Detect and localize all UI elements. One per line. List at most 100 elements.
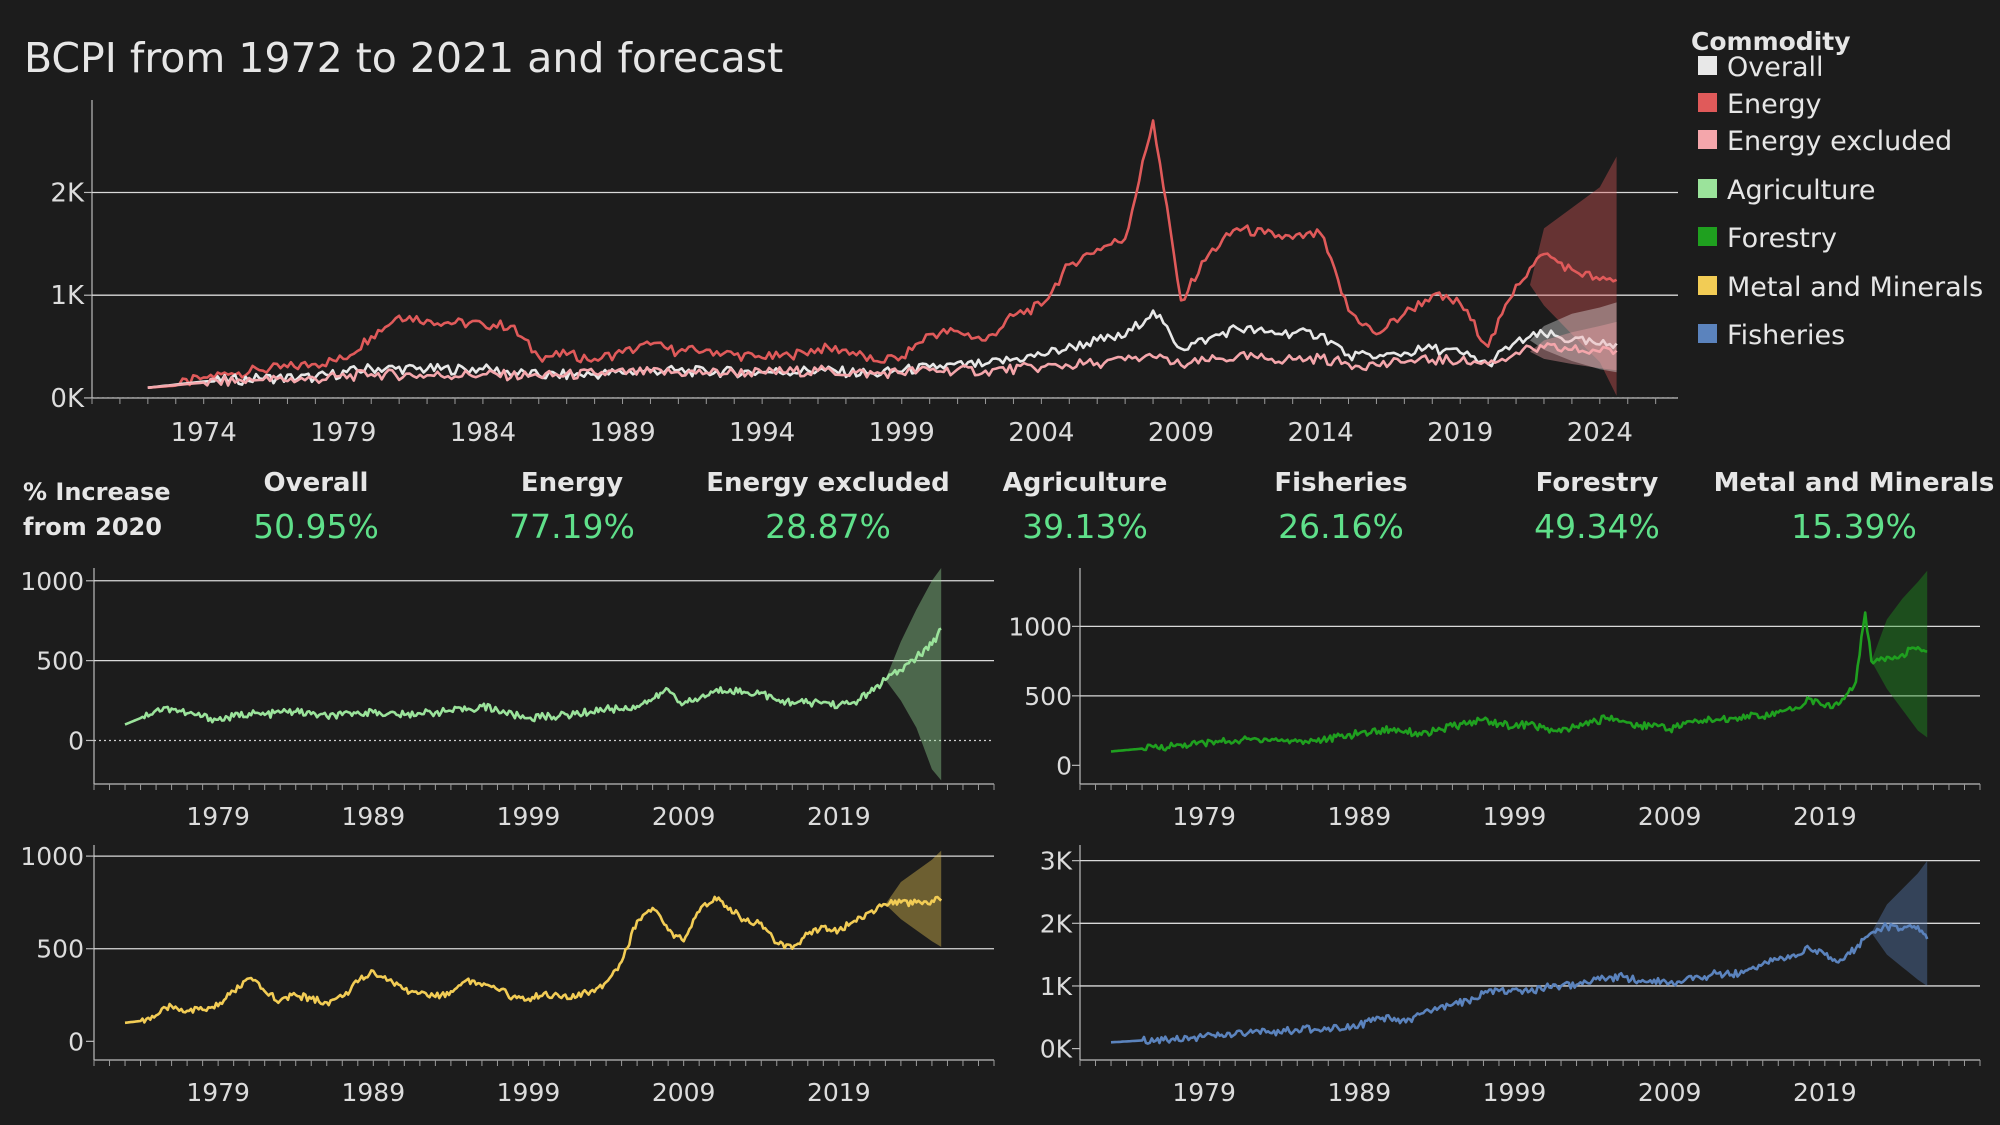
legend-item-agriculture[interactable]: Agriculture xyxy=(1698,175,1876,206)
series-line[interactable] xyxy=(147,342,1618,389)
legend-label: Overall xyxy=(1727,52,1824,83)
series-fisheries[interactable] xyxy=(1110,860,1929,1045)
kpi-name: Overall xyxy=(264,468,369,498)
x-tick-label: 1989 xyxy=(589,418,655,448)
x-tick-label: 2019 xyxy=(807,1078,871,1107)
x-tick-label: 1979 xyxy=(1172,802,1236,831)
y-tick-label: 1K xyxy=(1040,972,1073,1001)
chart-fisheries[interactable]: 0K 1K 2K 3K 1979 1989 1999 2009 2019 xyxy=(1040,845,1981,1107)
x-tick-label: 2024 xyxy=(1567,418,1633,448)
series-agriculture[interactable] xyxy=(124,568,942,781)
legend-item-energy[interactable]: Energy xyxy=(1698,89,1822,120)
legend-item-metal-and-minerals[interactable]: Metal and Minerals xyxy=(1698,272,1983,303)
legend-label: Agriculture xyxy=(1727,175,1876,206)
y-tick-label: 0K xyxy=(1040,1035,1073,1064)
x-tick-label: 1989 xyxy=(341,1078,405,1107)
kpi-name: Energy xyxy=(521,468,623,498)
series-line[interactable] xyxy=(124,895,943,1025)
legend-item-energy-excluded[interactable]: Energy excluded xyxy=(1698,126,1952,157)
x-tick-label: 1979 xyxy=(310,418,376,448)
legend-label: Forestry xyxy=(1727,223,1837,254)
y-tick-label: 500 xyxy=(36,935,84,964)
y-tick-label: 1K xyxy=(50,281,85,311)
kpi-metal-and-minerals: Metal and Minerals 15.39% xyxy=(1714,468,1995,546)
x-tick-label: 2004 xyxy=(1008,418,1074,448)
legend-swatch xyxy=(1698,276,1717,295)
legend-label: Energy excluded xyxy=(1727,126,1952,157)
y-tick-label: 3K xyxy=(1040,847,1073,876)
legend-label: Energy xyxy=(1727,89,1822,120)
kpi-name: Fisheries xyxy=(1274,468,1407,498)
chart-metal-and-minerals[interactable]: 0 500 1000 1979 1989 1999 2009 2019 xyxy=(20,842,995,1107)
x-tick-label: 2019 xyxy=(1793,802,1857,831)
x-tick-label: 1999 xyxy=(497,802,561,831)
kpi-value: 28.87% xyxy=(765,507,891,546)
kpi-row: % Increase from 2020 Overall 50.95% Energy… xyxy=(23,468,1994,546)
page-title: BCPI from 1972 to 2021 and forecast xyxy=(24,34,783,82)
series-energy[interactable] xyxy=(147,119,1618,396)
series-metal-and-minerals[interactable] xyxy=(124,850,943,1025)
series-line[interactable] xyxy=(147,119,1618,389)
forecast-band xyxy=(1871,570,1928,738)
x-tick-label: 1984 xyxy=(450,418,516,448)
kpi-name: Agriculture xyxy=(1003,468,1168,498)
kpi-forestry: Forestry 49.34% xyxy=(1534,468,1660,546)
legend-swatch xyxy=(1698,179,1717,198)
forecast-band xyxy=(885,850,942,947)
legend-item-overall[interactable]: Overall xyxy=(1698,52,1824,83)
legend-swatch xyxy=(1698,324,1717,343)
y-tick-label: 2K xyxy=(1040,909,1073,938)
chart-forestry[interactable]: 0 500 1000 1979 1989 1999 2009 2019 xyxy=(1008,568,1981,831)
x-tick-label: 2014 xyxy=(1288,418,1354,448)
x-tick-label: 1989 xyxy=(341,802,405,831)
forecast-band xyxy=(885,568,942,781)
kpi-value: 15.39% xyxy=(1791,507,1917,546)
chart-agriculture[interactable]: 0 500 1000 1979 1989 1999 2009 2019 xyxy=(20,567,995,831)
legend-item-fisheries[interactable]: Fisheries xyxy=(1698,320,1845,351)
x-tick-label: 1979 xyxy=(1172,1078,1236,1107)
x-tick-label: 2019 xyxy=(1793,1078,1857,1107)
series-forestry[interactable] xyxy=(1110,570,1928,753)
x-tick-label: 2009 xyxy=(1638,1078,1702,1107)
y-tick-label: 1000 xyxy=(20,567,84,596)
forecast-band xyxy=(1530,156,1617,396)
legend-title: Commodity xyxy=(1691,27,1851,56)
x-tick-label: 1999 xyxy=(1483,1078,1547,1107)
y-tick-label: 0 xyxy=(1056,751,1072,780)
kpi-fisheries: Fisheries 26.16% xyxy=(1274,468,1407,546)
series-line[interactable] xyxy=(1110,922,1929,1045)
forecast-band xyxy=(1530,302,1617,373)
x-tick-label: 1999 xyxy=(497,1078,561,1107)
legend-swatch xyxy=(1698,93,1717,112)
x-tick-label: 1994 xyxy=(729,418,795,448)
legend-label: Fisheries xyxy=(1727,320,1845,351)
kpi-name: Metal and Minerals xyxy=(1714,468,1995,498)
kpi-name: Energy excluded xyxy=(706,468,949,498)
legend-swatch xyxy=(1698,227,1717,246)
series-line[interactable] xyxy=(124,627,942,726)
kpi-value: 26.16% xyxy=(1278,507,1404,546)
series-line[interactable] xyxy=(1110,611,1928,753)
y-tick-label: 500 xyxy=(1024,682,1072,711)
y-tick-label: 0 xyxy=(68,726,84,755)
kpi-energy: Energy 77.19% xyxy=(509,468,635,546)
chart-overall-energy[interactable]: 0K 1K 2K 1974 1979 1984 1989 1994 1999 2004 2009 20… xyxy=(50,100,1678,448)
x-tick-label: 1999 xyxy=(869,418,935,448)
series-energy-excluded[interactable] xyxy=(147,321,1618,389)
y-tick-label: 500 xyxy=(36,647,84,676)
legend-label: Metal and Minerals xyxy=(1727,272,1983,303)
y-tick-label: 2K xyxy=(50,178,85,208)
kpi-label-line2: from 2020 xyxy=(23,513,162,541)
x-tick-label: 1989 xyxy=(1327,802,1391,831)
kpi-value: 50.95% xyxy=(253,507,379,546)
y-tick-label: 1000 xyxy=(1008,612,1072,641)
x-tick-label: 1974 xyxy=(171,418,237,448)
legend[interactable]: Commodity Overall Energy Energy excluded Ag… xyxy=(1691,27,1983,351)
x-tick-label: 2009 xyxy=(652,802,716,831)
x-tick-label: 2019 xyxy=(807,802,871,831)
legend-item-forestry[interactable]: Forestry xyxy=(1698,223,1837,254)
y-tick-label: 0 xyxy=(68,1027,84,1056)
legend-swatch xyxy=(1698,130,1717,149)
kpi-value: 39.13% xyxy=(1022,507,1148,546)
